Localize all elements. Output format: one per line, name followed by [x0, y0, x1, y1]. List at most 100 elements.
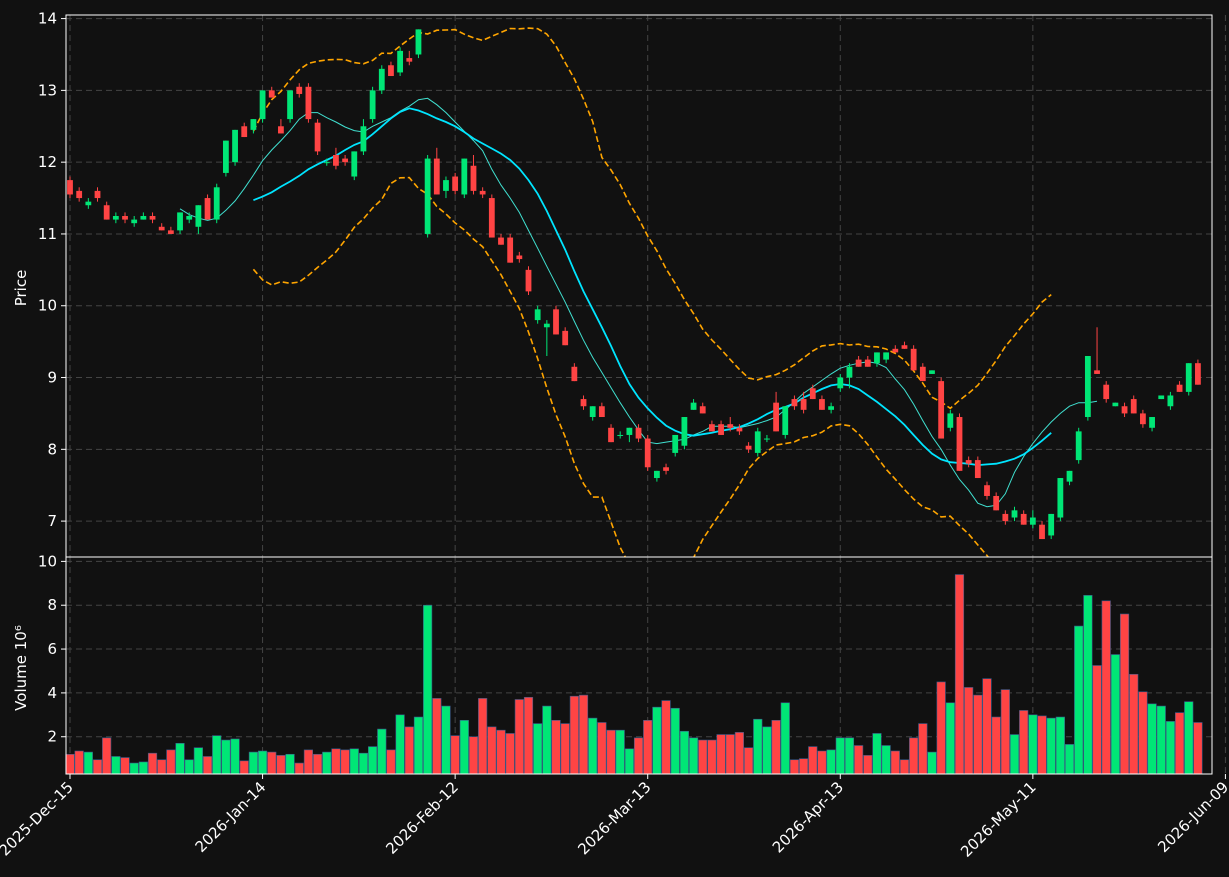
volume-bar	[1019, 710, 1029, 775]
candle-body	[479, 190, 486, 195]
volume-bar	[368, 746, 378, 775]
volume-bar	[267, 751, 277, 775]
lower-band-line	[252, 176, 990, 557]
candle-body	[424, 158, 431, 234]
volume-bar	[92, 759, 103, 775]
volume-tick-label: 4	[47, 684, 57, 702]
candle-body	[1139, 413, 1146, 425]
volume-bar	[322, 751, 332, 775]
candle-body	[67, 180, 73, 195]
volume-bar	[826, 749, 836, 775]
candle-body	[204, 198, 211, 220]
candle-body	[864, 359, 871, 367]
candle-body	[177, 212, 183, 231]
volume-bar	[468, 736, 479, 775]
volume-bar	[147, 752, 158, 775]
volume-bar	[533, 723, 543, 775]
volume-bar	[386, 749, 396, 775]
volume-bar	[221, 739, 231, 775]
volume-bar	[1101, 600, 1111, 775]
volume-bar	[487, 726, 497, 775]
volume-bar	[175, 743, 185, 775]
candle-body	[589, 406, 596, 418]
volume-bar	[423, 604, 433, 775]
volume-bar	[578, 694, 589, 775]
volume-bar	[881, 745, 891, 775]
volume-bar	[661, 700, 671, 775]
volume-bar	[202, 756, 213, 775]
candle-body	[553, 309, 559, 335]
candle-body	[498, 237, 504, 245]
volume-bar	[395, 714, 405, 775]
candle-body	[534, 309, 541, 321]
volume-bar	[899, 759, 910, 775]
candle-body	[131, 219, 138, 224]
volume-bar	[789, 759, 800, 775]
volume-bar	[432, 698, 442, 775]
candle-body	[1167, 395, 1174, 407]
volume-bar	[909, 737, 919, 775]
price-tick-label: 13	[38, 81, 57, 99]
candle-body	[232, 129, 238, 163]
candle-body	[965, 460, 972, 464]
candle-body	[461, 158, 468, 195]
volume-bar	[74, 750, 84, 775]
volume-bar	[945, 702, 955, 775]
candle-body	[1121, 406, 1128, 414]
volume-bar	[799, 758, 809, 775]
volume-bar	[404, 726, 414, 775]
ma-slow-line	[253, 107, 1052, 467]
volume-bar	[193, 747, 203, 775]
candle-body	[369, 90, 376, 120]
upper-band-line	[252, 27, 1052, 410]
candle-body	[626, 427, 633, 435]
volume-bar	[331, 748, 341, 775]
candle-body	[754, 431, 761, 453]
volume-panel-frame	[65, 556, 1213, 775]
candle-body	[342, 158, 348, 163]
candle-body	[1020, 513, 1027, 525]
candle-body	[1084, 355, 1091, 418]
candle-body	[736, 427, 743, 432]
volume-bar	[523, 696, 534, 775]
price-tick-label: 14	[38, 10, 57, 28]
candle-body	[543, 323, 550, 328]
candle-body	[709, 424, 715, 432]
candle-body	[910, 348, 917, 371]
candle-body	[855, 359, 862, 367]
candle-body	[800, 399, 807, 410]
candle-body	[699, 406, 706, 414]
candle-body	[433, 158, 440, 195]
candle-body	[415, 29, 422, 55]
price-tick-label: 7	[47, 512, 57, 530]
bollinger-bands	[252, 27, 1052, 557]
volume-bar	[65, 753, 75, 775]
volume-bar	[1009, 734, 1020, 775]
volume-tick-label: 2	[47, 728, 57, 746]
candle-body	[745, 445, 752, 450]
candle-body	[956, 417, 963, 471]
volume-bar	[954, 574, 965, 775]
candle-body	[764, 438, 770, 440]
candle-body	[929, 370, 935, 374]
volume-bar	[606, 729, 616, 775]
candle-body	[488, 198, 495, 238]
price-axis-label: Price	[12, 270, 30, 307]
volume-bar	[817, 750, 827, 775]
volume-bar	[698, 739, 708, 775]
volume-bar	[964, 687, 974, 775]
candle-body	[681, 417, 688, 446]
price-tick-label: 12	[38, 153, 57, 171]
volume-bar	[844, 737, 855, 775]
candle-body	[351, 151, 358, 177]
volume-bars	[65, 574, 1203, 775]
candle-body	[1011, 510, 1018, 518]
volume-bar	[633, 737, 644, 775]
candle-body	[617, 434, 624, 436]
volume-bar	[734, 732, 744, 775]
volume-bar	[780, 702, 790, 775]
candle-body	[112, 216, 119, 220]
volume-bar	[285, 753, 295, 775]
candle-body	[1185, 363, 1192, 392]
